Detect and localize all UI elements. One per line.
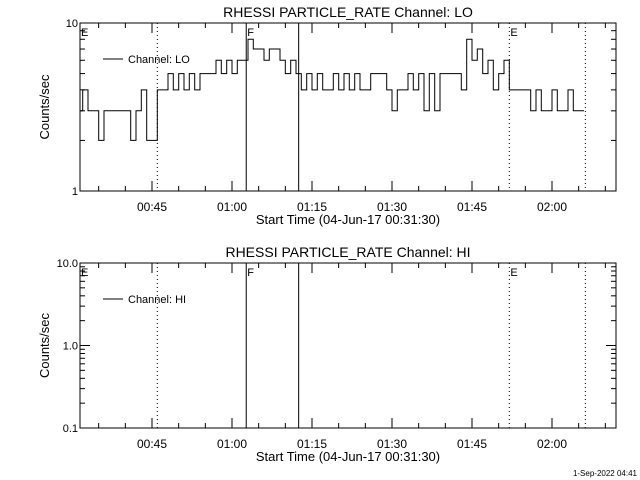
x-axis-label: Start Time (04-Jun-17 00:31:30) bbox=[256, 212, 440, 227]
chart-title: RHESSI PARTICLE_RATE Channel: LO bbox=[223, 4, 473, 20]
y-tick-label: 1 bbox=[72, 186, 78, 198]
y-tick-label: 0.1 bbox=[63, 423, 78, 435]
x-tick-label: 00:45 bbox=[137, 437, 167, 451]
x-tick-label: 01:15 bbox=[297, 200, 327, 214]
start-marker-label: E bbox=[81, 27, 88, 39]
start-marker-label: E bbox=[81, 267, 88, 279]
chart-title: RHESSI PARTICLE_RATE Channel: HI bbox=[225, 244, 470, 260]
y-axis-label: Counts/sec bbox=[37, 312, 52, 378]
y-tick-label: 10.0 bbox=[57, 258, 78, 270]
time-marker-label: E bbox=[510, 267, 517, 279]
legend-label: Channel: HI bbox=[128, 294, 186, 306]
x-tick-label: 01:00 bbox=[217, 200, 247, 214]
y-tick-label: 1.0 bbox=[63, 341, 78, 353]
x-tick-label: 01:45 bbox=[457, 437, 487, 451]
x-tick-label: 01:45 bbox=[457, 200, 487, 214]
x-tick-label: 01:00 bbox=[217, 437, 247, 451]
plot-frame bbox=[79, 22, 617, 192]
y-axis-label: Counts/sec bbox=[37, 74, 52, 140]
footer-timestamp: 1-Sep-2022 04:41 bbox=[573, 469, 638, 478]
legend-label: Channel: LO bbox=[128, 54, 190, 66]
time-marker-label: F bbox=[247, 267, 254, 279]
x-axis-label: Start Time (04-Jun-17 00:31:30) bbox=[256, 449, 440, 464]
time-marker-label: F bbox=[247, 27, 254, 39]
x-tick-label: 01:30 bbox=[377, 200, 407, 214]
plot-frame bbox=[79, 262, 617, 429]
time-marker-label: E bbox=[510, 27, 517, 39]
x-tick-label: 01:30 bbox=[377, 437, 407, 451]
x-tick-label: 00:45 bbox=[137, 200, 167, 214]
data-series-line bbox=[80, 38, 584, 141]
x-tick-label: 02:00 bbox=[537, 437, 567, 451]
x-tick-label: 01:15 bbox=[297, 437, 327, 451]
y-tick-label: 10 bbox=[66, 18, 78, 30]
x-tick-label: 02:00 bbox=[537, 200, 567, 214]
